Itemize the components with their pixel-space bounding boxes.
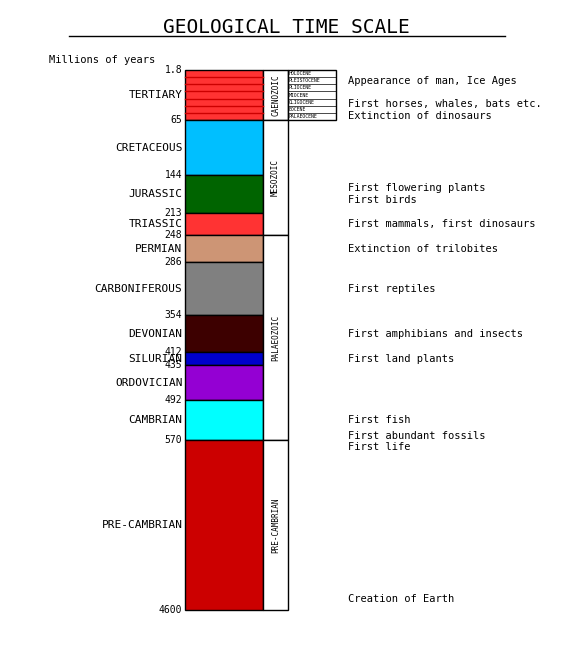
Text: PALAEOCENE: PALAEOCENE (289, 114, 318, 119)
Text: First reptiles: First reptiles (348, 284, 436, 293)
Bar (263, 120, 288, 235)
Text: TERTIARY: TERTIARY (128, 90, 182, 100)
Text: GEOLOGICAL TIME SCALE: GEOLOGICAL TIME SCALE (163, 18, 410, 37)
Bar (185, 120, 263, 175)
Bar (185, 365, 263, 400)
Text: First fish: First fish (348, 415, 410, 425)
Text: CRETACEOUS: CRETACEOUS (115, 143, 182, 152)
Text: 65: 65 (171, 115, 182, 125)
Bar (263, 70, 288, 120)
Text: PALAEOZOIC: PALAEOZOIC (271, 315, 280, 360)
Text: PRE-CAMBRIAN: PRE-CAMBRIAN (271, 497, 280, 553)
Text: 286: 286 (165, 257, 182, 267)
Bar (185, 440, 263, 610)
Text: HOLOCENE: HOLOCENE (289, 71, 312, 76)
Text: PERMIAN: PERMIAN (135, 244, 182, 253)
Text: First abundant fossils
First life: First abundant fossils First life (348, 431, 486, 452)
Bar (263, 440, 288, 610)
Text: CAENOZOIC: CAENOZOIC (271, 74, 280, 116)
Text: ORDOVICIAN: ORDOVICIAN (115, 377, 182, 388)
Text: 213: 213 (165, 208, 182, 218)
Text: 1.8: 1.8 (165, 65, 182, 75)
Text: PRE-CAMBRIAN: PRE-CAMBRIAN (102, 520, 182, 530)
Bar (185, 262, 263, 315)
Text: 492: 492 (165, 395, 182, 405)
Text: 248: 248 (165, 230, 182, 240)
Bar (263, 235, 288, 440)
Text: CARBONIFEROUS: CARBONIFEROUS (95, 284, 182, 293)
Text: MIOCENE: MIOCENE (289, 92, 309, 98)
Text: Appearance of man, Ice Ages: Appearance of man, Ice Ages (348, 76, 517, 86)
Text: First flowering plants
First birds: First flowering plants First birds (348, 183, 486, 205)
Bar (185, 175, 263, 213)
Bar (288, 70, 336, 120)
Bar (185, 352, 263, 365)
Text: PLEISTOCENE: PLEISTOCENE (289, 78, 320, 83)
Text: EOCENE: EOCENE (289, 107, 306, 112)
Bar (185, 213, 263, 235)
Bar (185, 70, 263, 120)
Text: 435: 435 (165, 360, 182, 370)
Text: PLIOCENE: PLIOCENE (289, 85, 312, 90)
Text: CAMBRIAN: CAMBRIAN (128, 415, 182, 425)
Bar (185, 235, 263, 262)
Text: TRIASSIC: TRIASSIC (128, 219, 182, 229)
Bar (185, 400, 263, 440)
Text: 144: 144 (165, 170, 182, 180)
Text: 412: 412 (165, 347, 182, 357)
Text: Creation of Earth: Creation of Earth (348, 594, 454, 605)
Text: First amphibians and insects: First amphibians and insects (348, 329, 523, 339)
Bar (185, 315, 263, 352)
Text: First land plants: First land plants (348, 353, 454, 364)
Text: OLIGOCENE: OLIGOCENE (289, 99, 315, 105)
Text: JURASSIC: JURASSIC (128, 189, 182, 199)
Text: SILURIAN: SILURIAN (128, 353, 182, 364)
Text: 4600: 4600 (159, 605, 182, 615)
Text: Millions of years: Millions of years (49, 55, 155, 65)
Text: First mammals, first dinosaurs: First mammals, first dinosaurs (348, 219, 536, 229)
Text: DEVONIAN: DEVONIAN (128, 329, 182, 339)
Text: 570: 570 (165, 435, 182, 445)
Text: Extinction of trilobites: Extinction of trilobites (348, 244, 498, 253)
Text: MESOZOIC: MESOZOIC (271, 159, 280, 196)
Text: 354: 354 (165, 310, 182, 320)
Text: First horses, whales, bats etc.
Extinction of dinosaurs: First horses, whales, bats etc. Extincti… (348, 99, 542, 121)
